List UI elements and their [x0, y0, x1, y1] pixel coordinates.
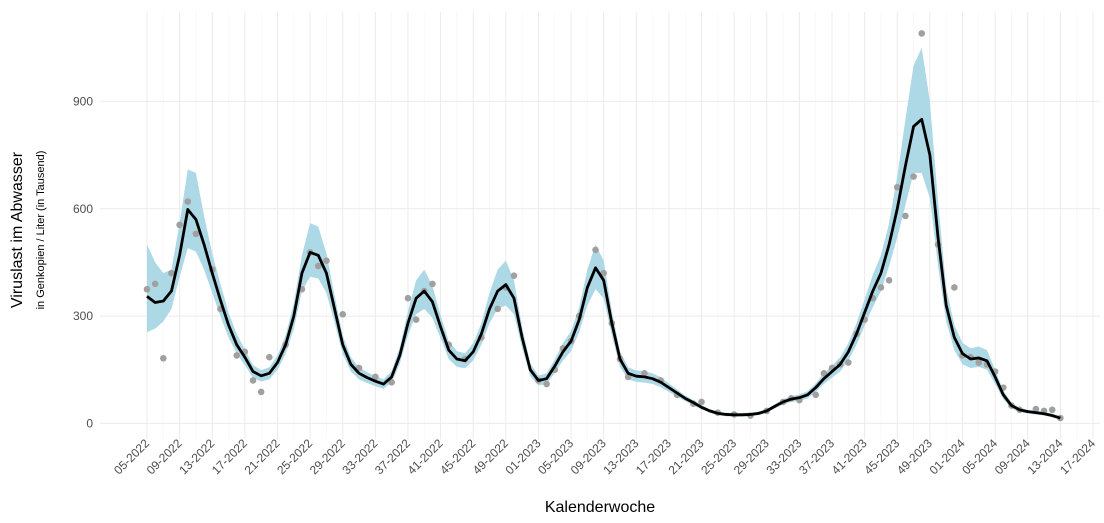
data-point — [510, 272, 518, 279]
data-point — [820, 370, 828, 377]
y-tick-label: 600 — [73, 202, 93, 216]
y-axis-title: Viruslast im Abwasser — [9, 151, 26, 308]
x-tick-label: 17-2024 — [1057, 436, 1098, 477]
data-point — [600, 269, 607, 277]
data-point — [314, 262, 322, 270]
data-point — [184, 198, 192, 205]
y-tick-label: 0 — [86, 416, 93, 430]
data-point — [323, 257, 330, 264]
data-point — [249, 377, 257, 384]
x-axis-title: Kalenderwoche — [545, 499, 655, 516]
data-point — [543, 380, 550, 388]
data-point — [893, 183, 901, 191]
data-point — [412, 316, 420, 323]
data-point — [975, 359, 983, 366]
data-point — [812, 391, 820, 399]
data-point — [910, 173, 917, 180]
data-point — [845, 359, 852, 366]
data-point — [257, 388, 265, 396]
y-tick-label: 900 — [73, 94, 93, 108]
data-point — [143, 285, 151, 293]
data-point — [429, 280, 436, 288]
data-point — [388, 378, 395, 386]
data-point — [902, 212, 909, 220]
data-point — [885, 277, 893, 284]
data-point — [192, 230, 200, 238]
data-point — [641, 370, 648, 377]
data-point — [160, 354, 167, 362]
data-point — [404, 294, 412, 302]
data-point — [151, 280, 159, 288]
data-point — [951, 284, 958, 291]
data-point — [918, 30, 926, 37]
data-point — [592, 246, 599, 254]
data-point — [698, 398, 705, 406]
data-point — [877, 284, 885, 291]
data-point — [176, 221, 183, 229]
data-point — [1048, 406, 1056, 414]
data-point — [233, 352, 241, 359]
data-point — [168, 269, 175, 277]
data-point — [1032, 405, 1040, 413]
data-point — [372, 373, 379, 381]
data-point — [339, 310, 347, 318]
trend-line — [146, 117, 1061, 420]
y-tick-label: 300 — [73, 309, 93, 323]
data-point — [266, 353, 273, 361]
y-axis-subtitle: in Genkopien / Liter (in Tausend) — [35, 151, 47, 310]
data-point — [494, 305, 501, 313]
